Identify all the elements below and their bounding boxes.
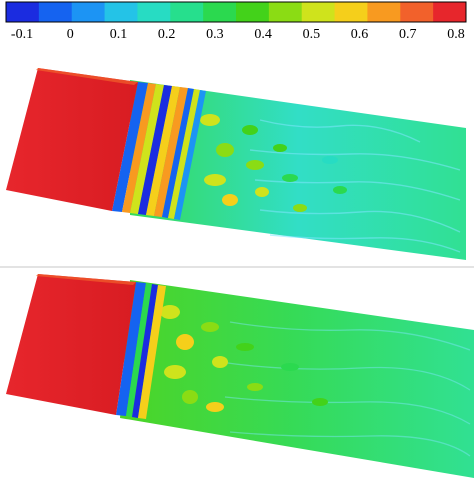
shock-bands — [116, 282, 166, 419]
colorbar-tick-label: -0.1 — [11, 27, 33, 42]
panel-divider — [0, 266, 474, 268]
colorbar-tick-label: 0.6 — [351, 27, 369, 42]
colorbar-swatch — [400, 2, 434, 22]
colorbar-frame — [5, 1, 467, 23]
colorbar-tick-label: 0.3 — [206, 27, 224, 42]
colorbar-legend: -0.1 0 0.1 0.2 0.3 0.4 0.5 0.6 0.7 0.8 — [5, 1, 467, 42]
colorbar-swatch — [38, 2, 73, 22]
colorbar-swatch — [170, 2, 204, 22]
flow-visualization-bottom — [6, 274, 474, 478]
vortex-blobs — [200, 114, 347, 212]
colorbar-tick-label: 0.4 — [254, 27, 272, 42]
colorbar-swatch — [236, 2, 270, 22]
colorbar-swatch — [104, 2, 138, 22]
colorbar-ticks: -0.1 0 0.1 0.2 0.3 0.4 0.5 0.6 0.7 0.8 — [11, 27, 465, 42]
wake-streaks — [219, 321, 471, 457]
colorbar-swatch — [367, 2, 401, 22]
colorbar-swatch — [203, 2, 237, 22]
flow-visualization-top — [6, 68, 466, 260]
inflow-block — [6, 68, 138, 211]
shock-bands — [112, 82, 206, 220]
colorbar-swatch — [301, 2, 336, 22]
colorbar-swatch — [6, 2, 40, 22]
colorbar-swatch — [137, 2, 171, 22]
colorbar-swatch — [268, 2, 303, 22]
colorbar-swatches — [5, 1, 467, 23]
wake-streaks — [249, 119, 461, 253]
colorbar-tick-label: 0.5 — [303, 27, 321, 42]
colorbar-tick-label: 0.8 — [447, 27, 465, 42]
colorbar-swatch — [71, 2, 106, 22]
colorbar-tick-label: 0.7 — [399, 27, 417, 42]
colorbar-swatch — [334, 2, 368, 22]
colorbar-swatch — [433, 2, 467, 22]
colorbar-tick-label: 0.1 — [110, 27, 128, 42]
inflow-block — [6, 274, 136, 415]
colorbar-tick-label: 0.2 — [158, 27, 176, 42]
colorbar-tick-label: 0 — [67, 27, 74, 42]
vortex-blobs — [160, 305, 328, 412]
